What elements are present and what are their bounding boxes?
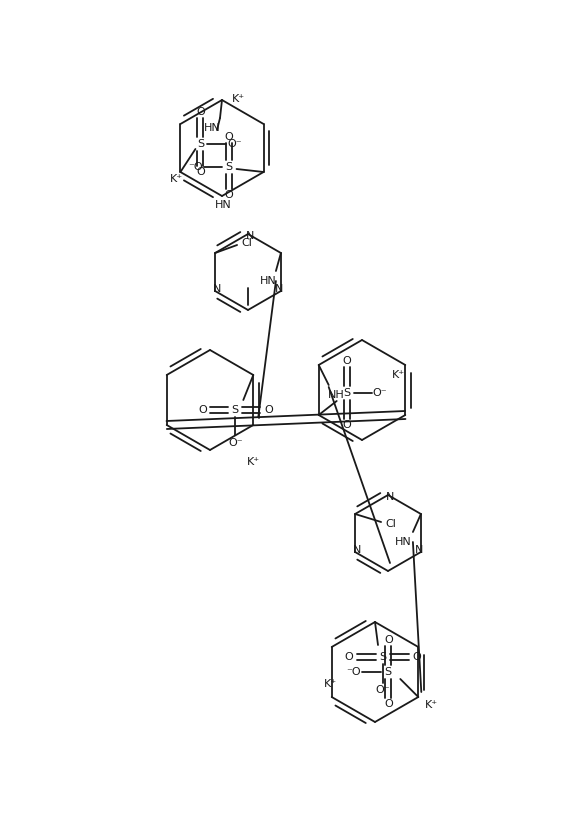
Text: K⁺: K⁺ xyxy=(324,679,337,689)
Text: Cl: Cl xyxy=(241,238,252,248)
Text: O: O xyxy=(196,167,205,177)
Text: ⁻O: ⁻O xyxy=(346,667,360,677)
Text: O⁻: O⁻ xyxy=(376,685,390,695)
Text: N: N xyxy=(213,284,221,294)
Text: K⁺: K⁺ xyxy=(424,700,438,710)
Text: K⁺: K⁺ xyxy=(170,174,183,184)
Text: O: O xyxy=(198,405,206,415)
Text: O: O xyxy=(384,635,392,645)
Text: N: N xyxy=(246,231,254,241)
Text: O: O xyxy=(224,190,233,200)
Text: S: S xyxy=(385,667,392,677)
Text: O: O xyxy=(196,107,205,117)
Text: HN: HN xyxy=(260,276,276,286)
Text: K⁺: K⁺ xyxy=(247,457,260,467)
Text: O: O xyxy=(344,652,353,662)
Text: K⁺: K⁺ xyxy=(232,94,245,104)
Text: S: S xyxy=(225,162,232,172)
Text: N: N xyxy=(275,284,283,294)
Text: O: O xyxy=(412,652,422,662)
Text: K⁺: K⁺ xyxy=(392,370,405,380)
Text: N: N xyxy=(353,545,362,555)
Text: O: O xyxy=(342,356,351,366)
Text: S: S xyxy=(343,388,350,398)
Text: Cl: Cl xyxy=(386,519,396,529)
Text: O⁻: O⁻ xyxy=(372,388,387,398)
Text: S: S xyxy=(379,652,387,662)
Text: O⁻: O⁻ xyxy=(228,438,243,448)
Text: S: S xyxy=(232,405,239,415)
Text: HN: HN xyxy=(395,537,411,547)
Text: O⁻: O⁻ xyxy=(227,139,242,149)
Text: O: O xyxy=(342,420,351,430)
Text: HN: HN xyxy=(204,123,220,133)
Text: O: O xyxy=(264,405,273,415)
Text: S: S xyxy=(197,139,204,149)
Text: O: O xyxy=(224,132,233,142)
Text: N: N xyxy=(415,545,423,555)
Text: HN: HN xyxy=(214,200,232,210)
Text: NH: NH xyxy=(328,390,345,400)
Text: O: O xyxy=(384,699,392,709)
Text: N: N xyxy=(386,492,394,502)
Text: ⁻O: ⁻O xyxy=(188,162,203,172)
